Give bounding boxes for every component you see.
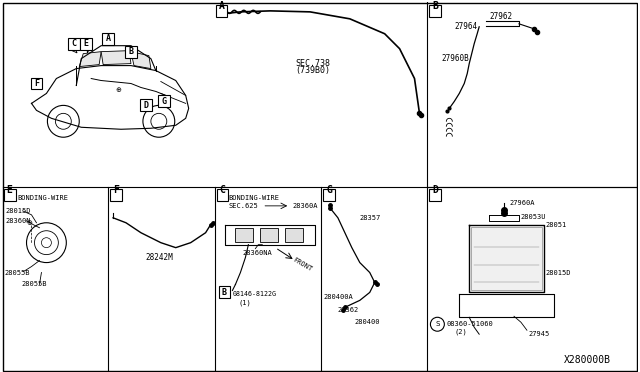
Text: 29362: 29362 [338,307,359,313]
Bar [471,227,542,291]
Text: D: D [143,101,148,110]
Bar [236,228,253,242]
Text: 28242M: 28242M [146,253,173,262]
FancyBboxPatch shape [218,286,230,298]
Text: X280000B: X280000B [564,355,611,365]
Text: 28357: 28357 [360,215,381,221]
Text: E: E [84,39,89,48]
Text: 280400A: 280400A [323,294,353,300]
FancyBboxPatch shape [140,99,152,111]
Text: 280400: 280400 [355,319,380,325]
Text: 28055B: 28055B [22,282,47,288]
Polygon shape [101,51,131,65]
Text: 08146-8122G: 08146-8122G [232,291,276,297]
FancyBboxPatch shape [4,189,15,201]
Polygon shape [131,52,151,68]
FancyBboxPatch shape [102,33,114,45]
Text: 27962: 27962 [489,12,512,21]
Text: 27964: 27964 [454,22,477,31]
FancyBboxPatch shape [68,38,80,50]
Text: G: G [326,185,332,195]
Text: F: F [113,185,119,195]
Text: S: S [435,321,440,327]
Text: SEC.625: SEC.625 [228,203,258,209]
Text: FRONT: FRONT [292,257,314,272]
Text: BONDING-WIRE: BONDING-WIRE [17,195,68,201]
Text: 27960A: 27960A [509,200,534,206]
Text: B: B [129,47,134,56]
Text: D: D [433,185,438,195]
Text: 28051: 28051 [546,222,567,228]
FancyBboxPatch shape [429,5,442,17]
Text: B: B [433,1,438,11]
Bar [260,228,278,242]
Text: A: A [219,1,225,11]
FancyBboxPatch shape [429,189,442,201]
Text: B: B [222,288,227,297]
Text: C: C [72,39,77,48]
Text: SEC.738: SEC.738 [295,59,330,68]
Text: 27945: 27945 [529,331,550,337]
FancyBboxPatch shape [125,46,137,58]
Text: 28360N: 28360N [6,218,31,224]
Text: ⊕: ⊕ [27,220,33,226]
FancyBboxPatch shape [216,5,227,17]
FancyBboxPatch shape [323,189,335,201]
Polygon shape [79,52,101,67]
Text: 27960B: 27960B [442,54,469,63]
FancyBboxPatch shape [110,189,122,201]
Text: BONDING-WIRE: BONDING-WIRE [228,195,280,201]
Text: 28053U: 28053U [521,214,547,220]
FancyBboxPatch shape [31,77,42,89]
Text: ⊕: ⊕ [115,87,121,93]
Text: C: C [220,185,225,195]
Text: A: A [106,34,111,43]
Text: F: F [34,79,39,88]
FancyBboxPatch shape [80,38,92,50]
Text: 28015D: 28015D [546,270,572,276]
Text: 28015D: 28015D [6,208,31,214]
Text: 28360NA: 28360NA [243,250,272,256]
Text: (739B0): (739B0) [295,66,330,75]
FancyBboxPatch shape [158,96,170,108]
Text: (2): (2) [454,329,467,336]
FancyBboxPatch shape [216,189,228,201]
Text: 08360-51060: 08360-51060 [446,321,493,327]
Text: 28055B: 28055B [4,270,30,276]
Text: E: E [6,185,13,195]
Text: G: G [161,97,166,106]
Bar [285,228,303,242]
Text: (1): (1) [239,299,251,306]
Text: 28360A: 28360A [292,203,317,209]
